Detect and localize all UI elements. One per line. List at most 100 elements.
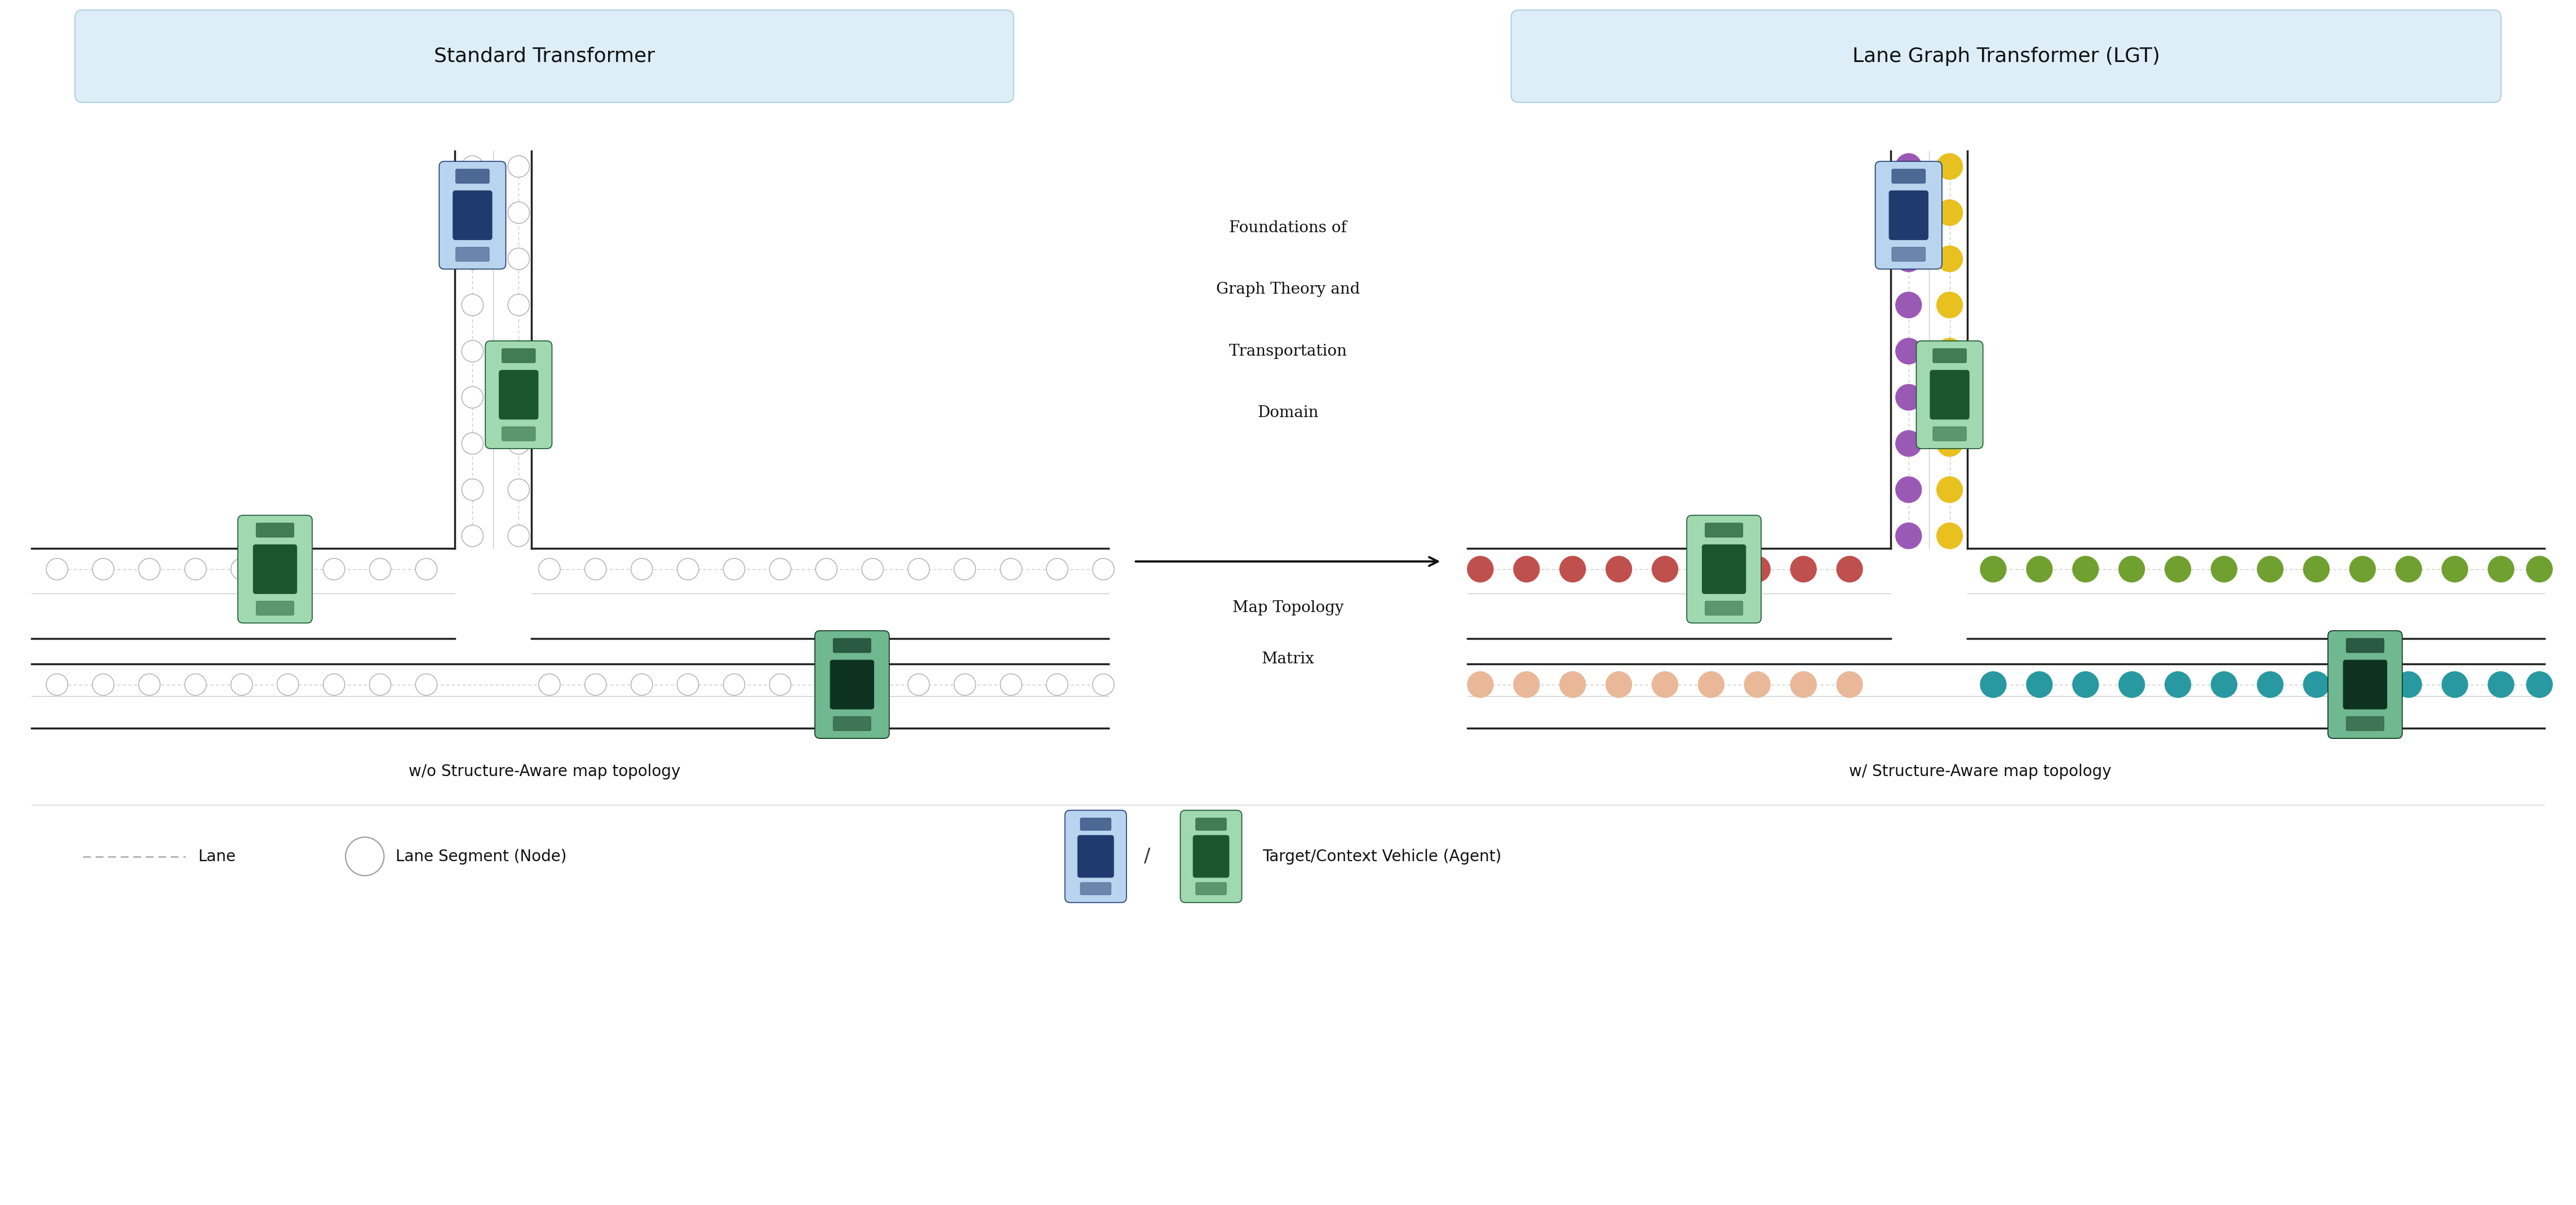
Circle shape bbox=[2488, 556, 2514, 582]
Circle shape bbox=[1937, 476, 1963, 502]
FancyBboxPatch shape bbox=[240, 534, 252, 556]
Circle shape bbox=[1046, 558, 1069, 580]
Circle shape bbox=[139, 674, 160, 695]
FancyBboxPatch shape bbox=[453, 190, 492, 240]
Circle shape bbox=[368, 674, 392, 695]
FancyBboxPatch shape bbox=[876, 649, 886, 671]
FancyBboxPatch shape bbox=[1079, 818, 1110, 830]
Circle shape bbox=[2257, 556, 2282, 582]
Circle shape bbox=[507, 340, 531, 362]
Circle shape bbox=[907, 558, 930, 580]
FancyBboxPatch shape bbox=[1971, 360, 1981, 381]
Circle shape bbox=[2527, 556, 2553, 582]
Circle shape bbox=[1896, 246, 1922, 272]
Circle shape bbox=[415, 674, 438, 695]
FancyBboxPatch shape bbox=[502, 427, 536, 441]
FancyBboxPatch shape bbox=[299, 534, 309, 556]
FancyBboxPatch shape bbox=[2347, 639, 2383, 653]
Circle shape bbox=[1698, 671, 1723, 698]
FancyBboxPatch shape bbox=[1512, 10, 2501, 102]
Circle shape bbox=[2210, 556, 2239, 582]
Circle shape bbox=[2488, 671, 2514, 698]
FancyBboxPatch shape bbox=[487, 408, 497, 430]
Circle shape bbox=[1046, 674, 1069, 695]
Circle shape bbox=[2027, 556, 2053, 582]
FancyBboxPatch shape bbox=[538, 360, 549, 381]
Circle shape bbox=[461, 478, 484, 500]
Circle shape bbox=[507, 478, 531, 500]
Circle shape bbox=[2117, 671, 2146, 698]
Text: w/ Structure-Aware map topology: w/ Structure-Aware map topology bbox=[1850, 764, 2112, 780]
FancyBboxPatch shape bbox=[1182, 827, 1193, 845]
Circle shape bbox=[461, 340, 484, 362]
Circle shape bbox=[1896, 199, 1922, 227]
FancyBboxPatch shape bbox=[1891, 169, 1924, 183]
Text: Lane: Lane bbox=[198, 848, 237, 864]
FancyBboxPatch shape bbox=[500, 370, 538, 419]
FancyBboxPatch shape bbox=[1066, 827, 1077, 845]
FancyBboxPatch shape bbox=[876, 699, 886, 719]
FancyBboxPatch shape bbox=[1703, 545, 1747, 594]
Circle shape bbox=[2396, 671, 2421, 698]
FancyBboxPatch shape bbox=[1690, 583, 1700, 604]
FancyBboxPatch shape bbox=[814, 630, 889, 739]
FancyBboxPatch shape bbox=[1919, 360, 1929, 381]
FancyBboxPatch shape bbox=[1195, 882, 1226, 895]
Circle shape bbox=[724, 674, 744, 695]
FancyBboxPatch shape bbox=[1875, 161, 1942, 269]
Circle shape bbox=[2349, 556, 2375, 582]
Circle shape bbox=[507, 248, 531, 270]
Circle shape bbox=[232, 674, 252, 695]
FancyBboxPatch shape bbox=[255, 523, 294, 537]
Circle shape bbox=[507, 525, 531, 547]
Circle shape bbox=[1698, 556, 1723, 582]
Circle shape bbox=[461, 248, 484, 270]
Circle shape bbox=[1558, 556, 1587, 582]
Circle shape bbox=[2349, 671, 2375, 698]
Circle shape bbox=[538, 674, 559, 695]
Circle shape bbox=[461, 294, 484, 316]
FancyBboxPatch shape bbox=[438, 161, 505, 269]
FancyBboxPatch shape bbox=[1878, 181, 1888, 201]
Circle shape bbox=[953, 558, 976, 580]
Circle shape bbox=[461, 433, 484, 454]
Circle shape bbox=[1092, 674, 1115, 695]
Circle shape bbox=[1981, 671, 2007, 698]
Circle shape bbox=[507, 294, 531, 316]
FancyBboxPatch shape bbox=[1971, 408, 1981, 430]
Circle shape bbox=[1937, 246, 1963, 272]
Circle shape bbox=[1937, 430, 1963, 457]
Text: Standard Transformer: Standard Transformer bbox=[433, 47, 654, 66]
FancyBboxPatch shape bbox=[1929, 181, 1940, 201]
Circle shape bbox=[278, 558, 299, 580]
FancyBboxPatch shape bbox=[492, 181, 502, 201]
Circle shape bbox=[1744, 556, 1770, 582]
FancyBboxPatch shape bbox=[1077, 835, 1113, 877]
Circle shape bbox=[2303, 556, 2329, 582]
FancyBboxPatch shape bbox=[2331, 649, 2342, 671]
Circle shape bbox=[1896, 476, 1922, 502]
Circle shape bbox=[863, 558, 884, 580]
Circle shape bbox=[1837, 556, 1862, 582]
Circle shape bbox=[1937, 384, 1963, 411]
Circle shape bbox=[1651, 671, 1680, 698]
Circle shape bbox=[232, 558, 252, 580]
Circle shape bbox=[1837, 671, 1862, 698]
FancyBboxPatch shape bbox=[1929, 370, 1968, 419]
FancyBboxPatch shape bbox=[832, 717, 871, 730]
Circle shape bbox=[2257, 671, 2282, 698]
FancyBboxPatch shape bbox=[440, 181, 453, 201]
Circle shape bbox=[1512, 671, 1540, 698]
FancyBboxPatch shape bbox=[1690, 534, 1700, 556]
Circle shape bbox=[93, 674, 113, 695]
Circle shape bbox=[461, 525, 484, 547]
FancyBboxPatch shape bbox=[538, 408, 549, 430]
Circle shape bbox=[1896, 153, 1922, 180]
Circle shape bbox=[322, 558, 345, 580]
FancyBboxPatch shape bbox=[832, 639, 871, 653]
FancyBboxPatch shape bbox=[252, 545, 296, 594]
Circle shape bbox=[1896, 523, 1922, 549]
Circle shape bbox=[1466, 671, 1494, 698]
FancyBboxPatch shape bbox=[2388, 649, 2401, 671]
Circle shape bbox=[278, 674, 299, 695]
